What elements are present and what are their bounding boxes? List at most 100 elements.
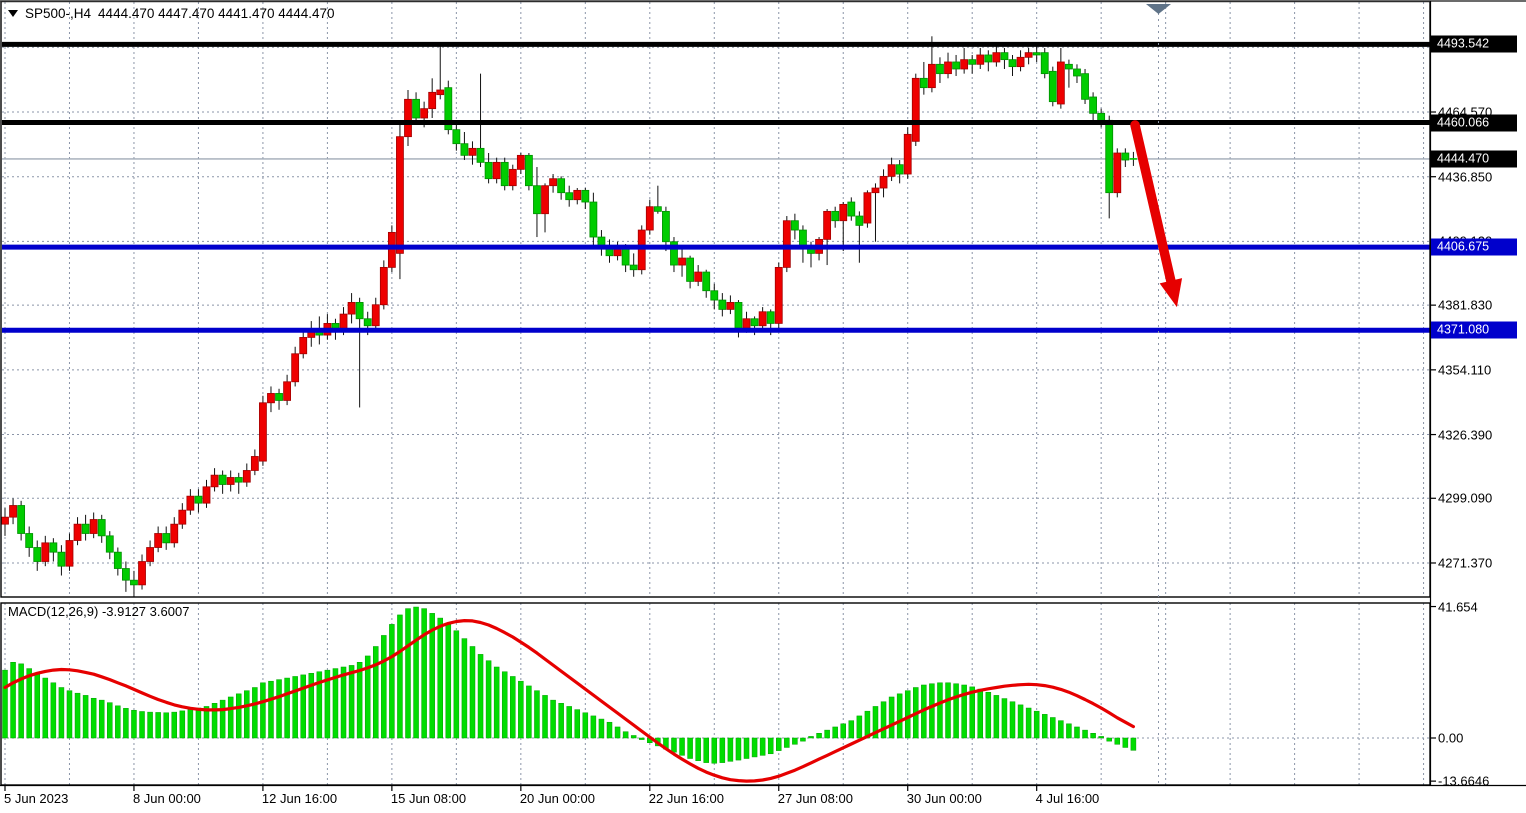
macd-histogram-bar [1130, 737, 1137, 751]
candlestick [1048, 70, 1057, 103]
candlestick [396, 136, 404, 254]
candlestick [670, 241, 678, 266]
candlestick [33, 547, 42, 562]
candlestick [919, 77, 928, 89]
macd-indicator [2, 606, 1137, 783]
macd-histogram-bar [42, 677, 49, 739]
candlestick [259, 402, 267, 462]
candlestick [97, 519, 106, 537]
macd-histogram-bar [735, 737, 742, 761]
time-axis-label: 5 Jun 2023 [4, 791, 69, 806]
macd-histogram-bar [163, 712, 169, 739]
macd-histogram-bar [26, 668, 32, 739]
price-level-badge: 4460.066 [1431, 114, 1517, 131]
macd-histogram-bar [800, 737, 806, 742]
candlestick [452, 129, 461, 145]
trend-arrow[interactable] [1130, 120, 1183, 308]
grid [2, 2, 1430, 785]
candlestick [645, 206, 654, 231]
trend-arrow-head [1159, 278, 1183, 308]
macd-histogram-bar [50, 682, 57, 739]
macd-histogram-bar [816, 733, 822, 739]
macd-histogram-bar [445, 624, 452, 739]
candlestick [17, 505, 26, 534]
macd-histogram-bar [937, 682, 943, 739]
candlestick [637, 229, 646, 271]
macd-histogram-bar [1017, 704, 1024, 739]
macd-histogram-bar [904, 690, 911, 739]
candlestick [839, 203, 848, 222]
macd-histogram-bar [767, 737, 774, 755]
macd-histogram-bar [1098, 736, 1104, 739]
chart-title: SP500-,H4 4444.470 4447.470 4441.470 444… [8, 6, 335, 21]
candlestick [678, 257, 686, 266]
macd-histogram-bar [848, 720, 855, 739]
candlestick [936, 63, 944, 75]
candlestick [855, 215, 864, 226]
macd-histogram-bar [671, 737, 677, 753]
macd-histogram-bar [179, 710, 186, 739]
macd-histogram-bar [260, 682, 266, 739]
candlestick [573, 189, 582, 201]
macd-histogram-bar [107, 702, 113, 739]
candlestick [1121, 152, 1130, 161]
candlestick [710, 290, 719, 301]
macd-histogram-bar [66, 690, 73, 739]
time-axis-label: 4 Jul 16:00 [1035, 791, 1100, 806]
candlestick [299, 337, 308, 355]
candlestick [420, 108, 429, 119]
candlestick [1105, 119, 1114, 194]
candlestick [1040, 52, 1049, 75]
candlestick [790, 220, 799, 231]
macd-histogram-bar [348, 665, 355, 739]
price-level-badge: 4406.675 [1431, 238, 1517, 256]
candlestick [436, 89, 445, 96]
macd-histogram-bar [1001, 698, 1008, 739]
macd-histogram-bar [784, 737, 790, 748]
macd-histogram-bar [743, 737, 750, 759]
candlestick [952, 61, 960, 70]
candlestick [541, 185, 549, 215]
indicator-label: MACD(12,26,9) -3.9127 3.6007 [8, 604, 189, 619]
candlestick [928, 63, 936, 89]
price-level-badge: 4371.080 [1431, 321, 1517, 339]
candlestick [734, 302, 743, 329]
candlestick [476, 147, 485, 163]
macd-histogram-bar [453, 630, 460, 739]
macd-histogram-bar [34, 673, 40, 739]
candlestick [718, 299, 727, 310]
candlestick [41, 542, 50, 562]
macd-signal-line [3, 618, 1136, 783]
macd-histogram-bar [123, 708, 129, 739]
macd-histogram-bar [776, 737, 782, 751]
macd-histogram-bar [977, 688, 984, 739]
symbol-dropdown-icon[interactable] [8, 10, 18, 17]
indicator-signal-value: 3.6007 [149, 604, 190, 619]
macd-histogram-bar [751, 737, 758, 758]
macd-histogram-bar [397, 614, 403, 739]
macd-histogram-bar [276, 679, 282, 739]
candlestick [25, 533, 34, 548]
macd-histogram-bar [316, 671, 323, 739]
candlestick [581, 189, 590, 203]
pane-borders [0, 0, 1526, 791]
candlestick [218, 474, 227, 485]
macd-histogram-bar [534, 690, 540, 739]
candlestick [629, 264, 638, 271]
candlestick [138, 561, 146, 586]
macd-histogram-bar [518, 680, 524, 739]
macd-histogram-bar [332, 668, 339, 739]
macd-histogram-bar [840, 723, 846, 739]
shift-marker-icon [1146, 4, 1171, 14]
macd-histogram-bar [606, 721, 613, 739]
candlestick [863, 192, 872, 224]
candlestick [984, 54, 993, 63]
candlestick [113, 551, 122, 569]
candlestick [202, 486, 211, 504]
macd-histogram-bar [856, 715, 863, 739]
candlestick [1024, 52, 1033, 58]
candlestick [57, 551, 66, 567]
candlestick [1056, 61, 1065, 105]
macd-histogram-bar [413, 606, 419, 739]
